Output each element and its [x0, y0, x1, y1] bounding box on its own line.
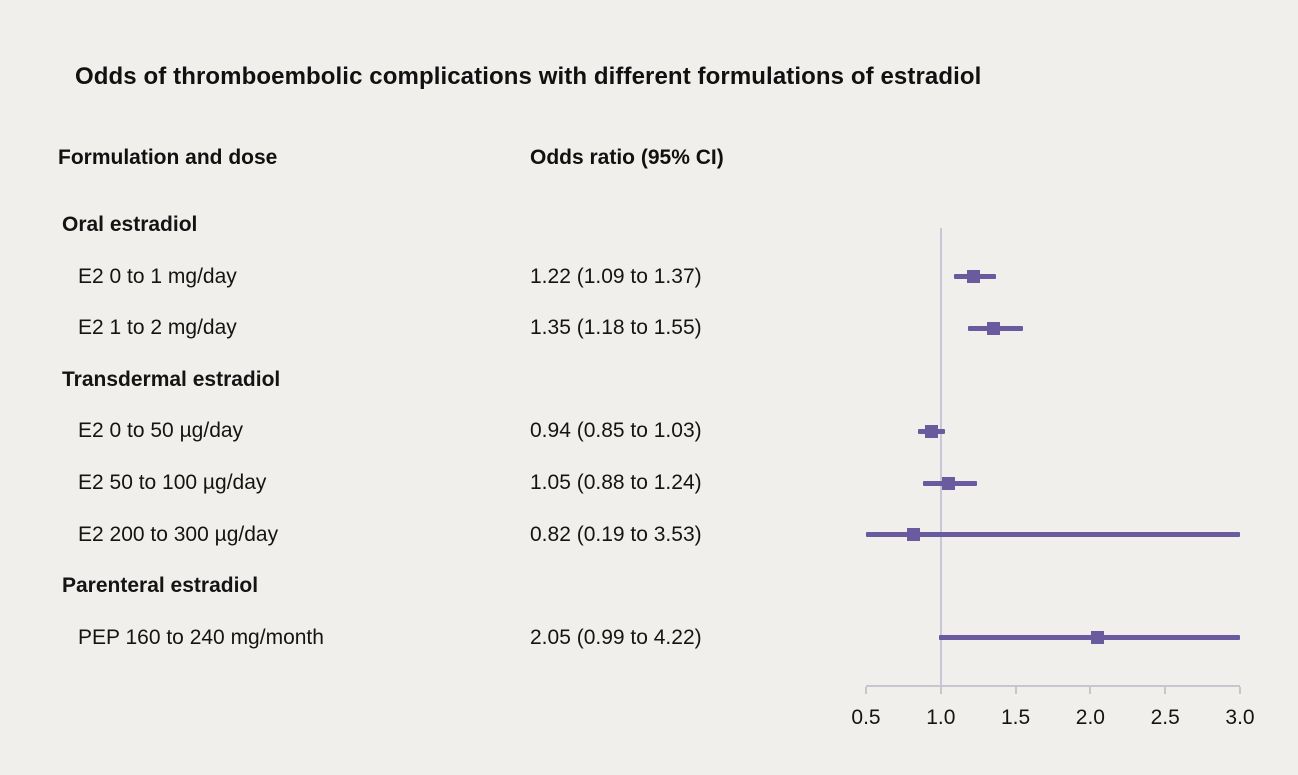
point-estimate-marker [1091, 631, 1105, 645]
point-estimate-marker [907, 528, 921, 542]
reference-line [939, 228, 942, 685]
x-tick [1239, 687, 1241, 694]
row-label: PEP 160 to 240 mg/month [78, 625, 324, 649]
row-label: E2 0 to 50 µg/day [78, 419, 244, 443]
or-value: 0.82 (0.19 to 3.53) [530, 522, 702, 546]
x-tick-label: 0.5 [851, 706, 881, 729]
x-tick [1089, 687, 1092, 694]
group-label: Oral estradiol [62, 213, 198, 236]
ci-line [866, 532, 1240, 538]
x-tick-label: 1.0 [926, 706, 956, 729]
x-axis-line [866, 685, 1240, 687]
point-estimate-marker [986, 321, 1000, 335]
x-tick [1014, 687, 1017, 694]
point-estimate-marker [941, 476, 955, 490]
chart-title: Odds of thromboembolic complications wit… [75, 63, 982, 90]
group-label: Parenteral estradiol [62, 574, 259, 598]
column-header-odds-ratio: Odds ratio (95% CI) [530, 146, 724, 169]
x-tick-label: 2.0 [1075, 706, 1105, 729]
x-tick [865, 687, 867, 694]
row-label: E2 50 to 100 µg/day [78, 471, 267, 494]
or-value: 2.05 (0.99 to 4.22) [530, 625, 702, 649]
ci-line [939, 635, 1240, 641]
or-value: 1.22 (1.09 to 1.37) [530, 264, 702, 288]
or-value: 0.94 (0.85 to 1.03) [530, 419, 702, 443]
group-label: Transdermal estradiol [62, 367, 281, 391]
x-tick-label: 3.0 [1225, 706, 1255, 729]
x-tick [939, 687, 942, 694]
row-label: E2 200 to 300 µg/day [78, 522, 279, 546]
x-tick-label: 2.5 [1150, 706, 1180, 729]
or-value: 1.35 (1.18 to 1.55) [530, 316, 702, 340]
point-estimate-marker [967, 270, 981, 284]
row-label: E2 0 to 1 mg/day [78, 264, 237, 288]
row-label: E2 1 to 2 mg/day [78, 316, 237, 340]
x-tick-label: 1.5 [1000, 706, 1031, 729]
point-estimate-marker [925, 424, 939, 438]
x-tick [1164, 687, 1167, 694]
or-value: 1.05 (0.88 to 1.24) [530, 471, 702, 494]
column-header-formulation: Formulation and dose [58, 146, 278, 169]
